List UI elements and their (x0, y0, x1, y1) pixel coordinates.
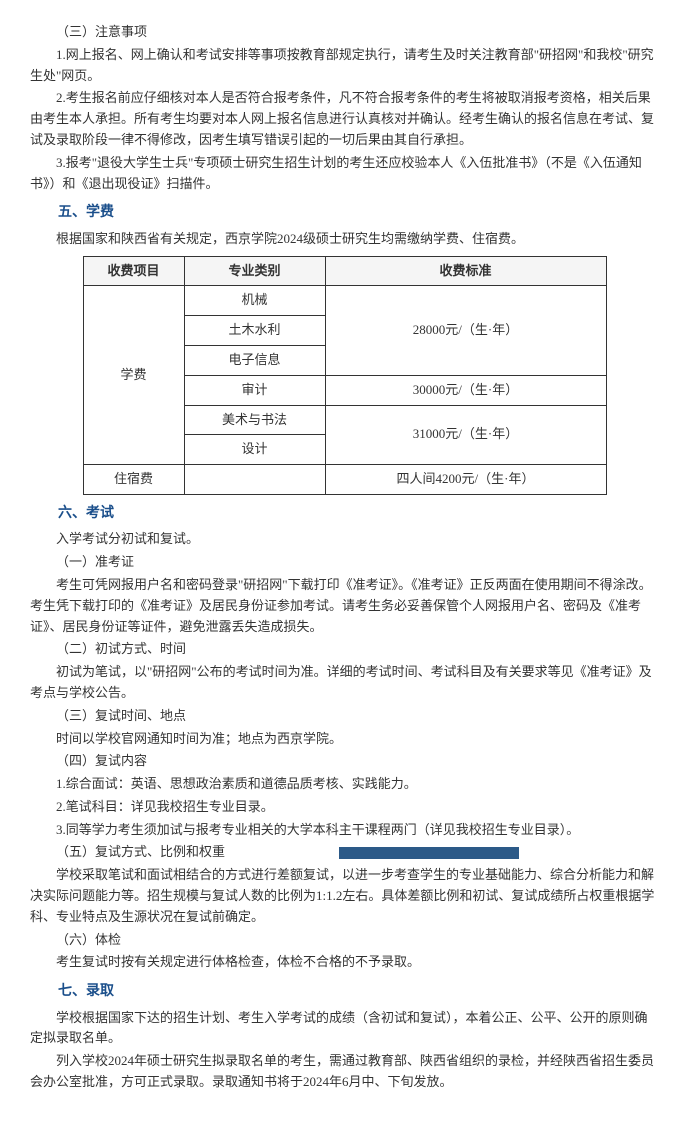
body-text: 时间以学校官网通知时间为准；地点为西京学院。 (30, 729, 659, 750)
table-cell: 28000元/（生·年） (325, 286, 606, 375)
fee-table: 收费项目 专业类别 收费标准 学费 机械 28000元/（生·年） 土木水利 电… (83, 256, 607, 495)
table-cell: 电子信息 (184, 345, 325, 375)
body-text: 3.同等学力考生须加试与报考专业相关的大学本科主干课程两门（详见我校招生专业目录… (30, 820, 659, 841)
table-cell: 土木水利 (184, 316, 325, 346)
table-row: 住宿费 四人间4200元/（生·年） (83, 465, 606, 495)
table-cell: 四人间4200元/（生·年） (325, 465, 606, 495)
section-7-title: 七、录取 (30, 981, 659, 1003)
subsection-heading: （三）注意事项 (30, 22, 659, 43)
subsection-heading: （二）初试方式、时间 (30, 639, 659, 660)
table-cell (184, 465, 325, 495)
table-cell: 30000元/（生·年） (325, 375, 606, 405)
table-header-cell: 收费项目 (83, 256, 184, 286)
body-text: 3.报考"退役大学生士兵"专项硕士研究生招生计划的考生还应校验本人《入伍批准书》… (30, 153, 659, 195)
table-cell: 住宿费 (83, 465, 184, 495)
table-cell: 设计 (184, 435, 325, 465)
section-5-title: 五、学费 (30, 202, 659, 224)
body-text: 2.笔试科目：详见我校招生专业目录。 (30, 797, 659, 818)
section-6-title: 六、考试 (30, 503, 659, 525)
table-header-cell: 专业类别 (184, 256, 325, 286)
table-header-row: 收费项目 专业类别 收费标准 (83, 256, 606, 286)
body-text: 入学考试分初试和复试。 (30, 529, 659, 550)
subsection-heading: （四）复试内容 (30, 751, 659, 772)
table-cell: 31000元/（生·年） (325, 405, 606, 465)
body-text: 列入学校2024年硕士研究生拟录取名单的考生，需通过教育部、陕西省组织的录检，并… (30, 1051, 659, 1093)
subsection-heading: （三）复试时间、地点 (30, 706, 659, 727)
body-text: 初试为笔试，以"研招网"公布的考试时间为准。详细的考试时间、考试科目及有关要求等… (30, 662, 659, 704)
body-text: 1.综合面试：英语、思想政治素质和道德品质考核、实践能力。 (30, 774, 659, 795)
body-text: 学校根据国家下达的招生计划、考生入学考试的成绩（含初试和复试），本着公正、公平、… (30, 1008, 659, 1050)
table-cell: 机械 (184, 286, 325, 316)
body-text: 考生可凭网报用户名和密码登录"研招网"下载打印《准考证》。《准考证》正反两面在使… (30, 575, 659, 637)
footer-decoration-bar (339, 847, 519, 859)
body-text: 1.网上报名、网上确认和考试安排等事项按教育部规定执行，请考生及时关注教育部"研… (30, 45, 659, 87)
body-text: 根据国家和陕西省有关规定，西京学院2024级硕士研究生均需缴纳学费、住宿费。 (30, 229, 659, 250)
body-text: 2.考生报名前应仔细核对本人是否符合报考条件，凡不符合报考条件的考生将被取消报考… (30, 88, 659, 150)
body-text: 考生复试时按有关规定进行体格检查，体检不合格的不予录取。 (30, 952, 659, 973)
table-cell: 美术与书法 (184, 405, 325, 435)
table-header-cell: 收费标准 (325, 256, 606, 286)
table-row: 学费 机械 28000元/（生·年） (83, 286, 606, 316)
subsection-heading: （一）准考证 (30, 552, 659, 573)
subsection-heading: （六）体检 (30, 930, 659, 951)
table-cell: 学费 (83, 286, 184, 465)
body-text: 学校采取笔试和面试相结合的方式进行差额复试，以进一步考查学生的专业基础能力、综合… (30, 865, 659, 927)
table-cell: 审计 (184, 375, 325, 405)
